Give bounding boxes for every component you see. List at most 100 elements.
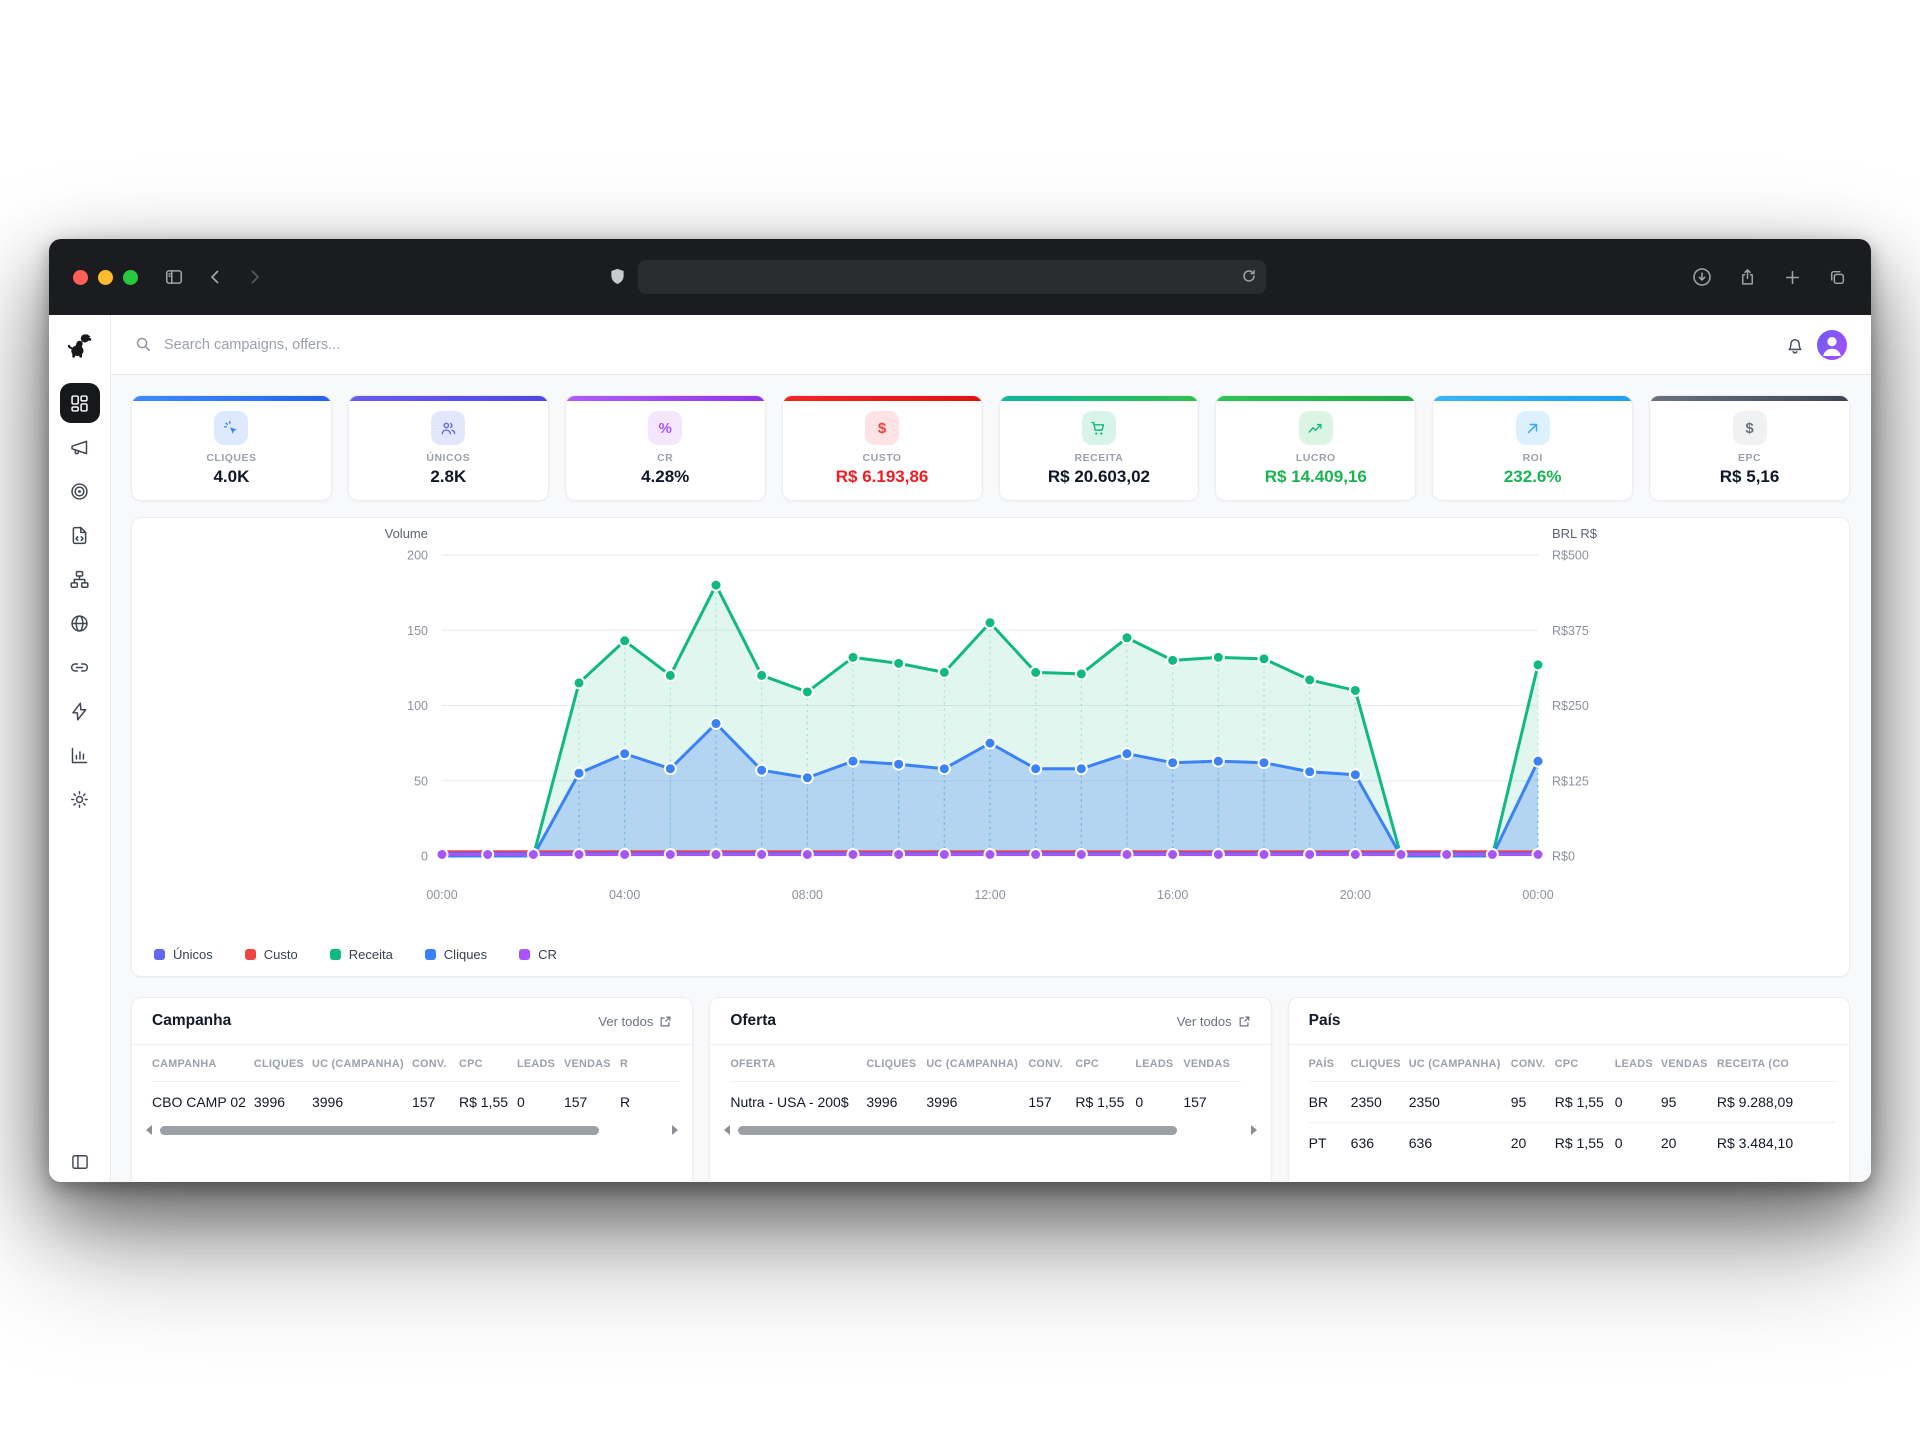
tab-overview-icon[interactable] xyxy=(1828,268,1847,287)
legend-item[interactable]: Cliques xyxy=(424,947,487,962)
scroll-right-arrow[interactable] xyxy=(1250,1125,1257,1135)
scrollbar-track[interactable] xyxy=(160,1125,664,1135)
metric-value: 4.0K xyxy=(213,467,250,486)
legend-swatch xyxy=(244,949,256,960)
cell: 95 xyxy=(1510,1094,1527,1110)
table-row: CBO CAMP 02 3996 3996 157 R$ 1,55 0 157 R xyxy=(152,1082,680,1123)
table-header-row: PAÍS CLIQUES UC (CAMPANHA) CONV. CPC LEADS VEN… xyxy=(1308,1045,1837,1082)
column-header: UC (CAMPANHA) xyxy=(311,1045,412,1082)
metric-label: CLIQUES xyxy=(206,452,257,464)
column-header: CLIQUES xyxy=(1350,1045,1409,1082)
svg-text:12:00: 12:00 xyxy=(974,888,1005,902)
column-header: CPC xyxy=(458,1045,517,1082)
app-logo[interactable] xyxy=(66,315,94,375)
sidebar-item-campaigns[interactable] xyxy=(60,427,100,467)
cell: 95 xyxy=(1660,1094,1677,1110)
scroll-right-arrow[interactable] xyxy=(672,1125,679,1135)
legend-label: Custo xyxy=(263,947,298,962)
cell: 157 xyxy=(563,1094,588,1110)
back-icon[interactable] xyxy=(206,268,224,286)
volume-chart[interactable]: 0 R$0 50 R$125 100 R$250 150 R$375 200 R$500 Volum… xyxy=(132,518,1849,923)
cell: PT xyxy=(1308,1122,1351,1163)
cell: 157 xyxy=(411,1094,436,1110)
scroll-left-arrow[interactable] xyxy=(724,1125,731,1135)
target-icon xyxy=(71,482,88,500)
cell: BR xyxy=(1308,1094,1329,1110)
sidebar-item-domains[interactable] xyxy=(60,603,100,643)
table-title: País xyxy=(1308,1012,1341,1029)
legend-item[interactable]: CR xyxy=(519,947,557,962)
cell: 636 xyxy=(1408,1122,1511,1163)
scrollbar-track[interactable] xyxy=(738,1125,1242,1135)
legend-item[interactable]: Custo xyxy=(244,947,298,962)
cell: 3996 xyxy=(253,1094,286,1110)
cell: 2350 xyxy=(1408,1094,1440,1110)
cell: R$ 1,55 xyxy=(1075,1094,1125,1110)
metric-value: 232.6% xyxy=(1503,467,1562,486)
table-row: PT 636 636 20 R$ 1,55 0 20 R$ 3.484,10 xyxy=(1308,1122,1837,1163)
sidebar-item-dashboard[interactable] xyxy=(59,383,100,423)
legend-swatch xyxy=(424,949,436,960)
sidebar-item-settings[interactable] xyxy=(60,779,100,819)
scrollbar-thumb[interactable] xyxy=(160,1125,599,1135)
svg-text:100: 100 xyxy=(407,699,428,713)
sidebar-item-offers[interactable] xyxy=(60,471,100,511)
card-accent-bar xyxy=(348,396,548,401)
table-header-row: CAMPANHA CLIQUES UC (CAMPANHA) CONV. CPC LEAD… xyxy=(152,1045,680,1082)
ver-todos-link[interactable]: Ver todos xyxy=(598,1014,672,1029)
cell: 0 xyxy=(1614,1122,1661,1163)
sidebar-item-analytics[interactable] xyxy=(60,735,100,775)
close-window-button[interactable] xyxy=(73,269,88,285)
sidebar-item-links[interactable] xyxy=(60,647,100,687)
metric-label: CR xyxy=(657,452,674,464)
search-input[interactable] xyxy=(164,336,1773,353)
cell: Nutra - USA - 200$ xyxy=(730,1094,849,1110)
address-bar[interactable] xyxy=(638,260,1266,294)
reload-icon[interactable] xyxy=(1241,268,1257,289)
user-avatar[interactable] xyxy=(1817,329,1847,360)
metric-card-epc: $ EPC R$ 5,16 xyxy=(1649,395,1850,501)
search-icon xyxy=(135,336,152,353)
ver-todos-label: Ver todos xyxy=(1176,1013,1232,1029)
data-table: OFERTA CLIQUES UC (CAMPANHA) CONV. CPC LEADS V… xyxy=(730,1045,1242,1122)
scroll-left-arrow[interactable] xyxy=(146,1125,152,1135)
forward-icon[interactable] xyxy=(246,268,264,286)
sidebar-collapse-button[interactable] xyxy=(49,1152,111,1172)
cell: R$ 9.288,09 xyxy=(1716,1094,1794,1110)
sidebar-item-flows[interactable] xyxy=(60,559,100,599)
sidebar-item-landing-pages[interactable] xyxy=(60,515,100,555)
external-link-icon xyxy=(660,1016,671,1026)
metric-value: 2.8K xyxy=(430,467,467,486)
metric-card-receita: RECEITA R$ 20.603,02 xyxy=(998,395,1200,501)
gear-icon xyxy=(71,790,88,808)
svg-text:00:00: 00:00 xyxy=(426,888,457,902)
toggle-sidebar-icon[interactable] xyxy=(164,267,184,287)
metric-card-unicos: ÚNICOS 2.8K xyxy=(347,395,549,501)
new-tab-icon[interactable] xyxy=(1783,268,1802,287)
legend-label: Receita xyxy=(348,947,393,962)
dollar-icon: $ xyxy=(1732,411,1767,445)
legend-label: CR xyxy=(538,947,557,962)
legend-item[interactable]: Receita xyxy=(329,947,393,962)
sidebar-item-automations[interactable] xyxy=(60,691,100,731)
share-icon[interactable] xyxy=(1738,268,1757,287)
column-header: UC (CAMPANHA) xyxy=(1408,1045,1511,1082)
svg-text:08:00: 08:00 xyxy=(792,888,823,902)
ver-todos-link[interactable]: Ver todos xyxy=(1177,1014,1251,1029)
scrollbar-thumb[interactable] xyxy=(738,1125,1178,1135)
cell: R$ 1,55 xyxy=(1554,1094,1604,1110)
svg-text:0: 0 xyxy=(421,850,428,864)
column-header: CPC xyxy=(1075,1045,1136,1082)
table-clip: OFERTA CLIQUES UC (CAMPANHA) CONV. CPC LEADS V… xyxy=(710,1045,1270,1122)
column-header: RECEITA (CO xyxy=(1716,1045,1837,1082)
maximize-window-button[interactable] xyxy=(123,269,138,285)
app-sidebar xyxy=(49,315,111,1182)
metric-card-cr: % CR 4.28% xyxy=(564,395,766,501)
minimize-window-button[interactable] xyxy=(98,269,113,285)
volume-chart-card: 0 R$0 50 R$125 100 R$250 150 R$375 200 R$500 Volum… xyxy=(131,517,1850,977)
notifications-bell-icon[interactable] xyxy=(1785,335,1805,355)
click-icon xyxy=(214,411,249,445)
column-header: LEADS xyxy=(1135,1045,1184,1082)
legend-item[interactable]: Únicos xyxy=(154,947,213,962)
downloads-icon[interactable] xyxy=(1692,267,1712,287)
